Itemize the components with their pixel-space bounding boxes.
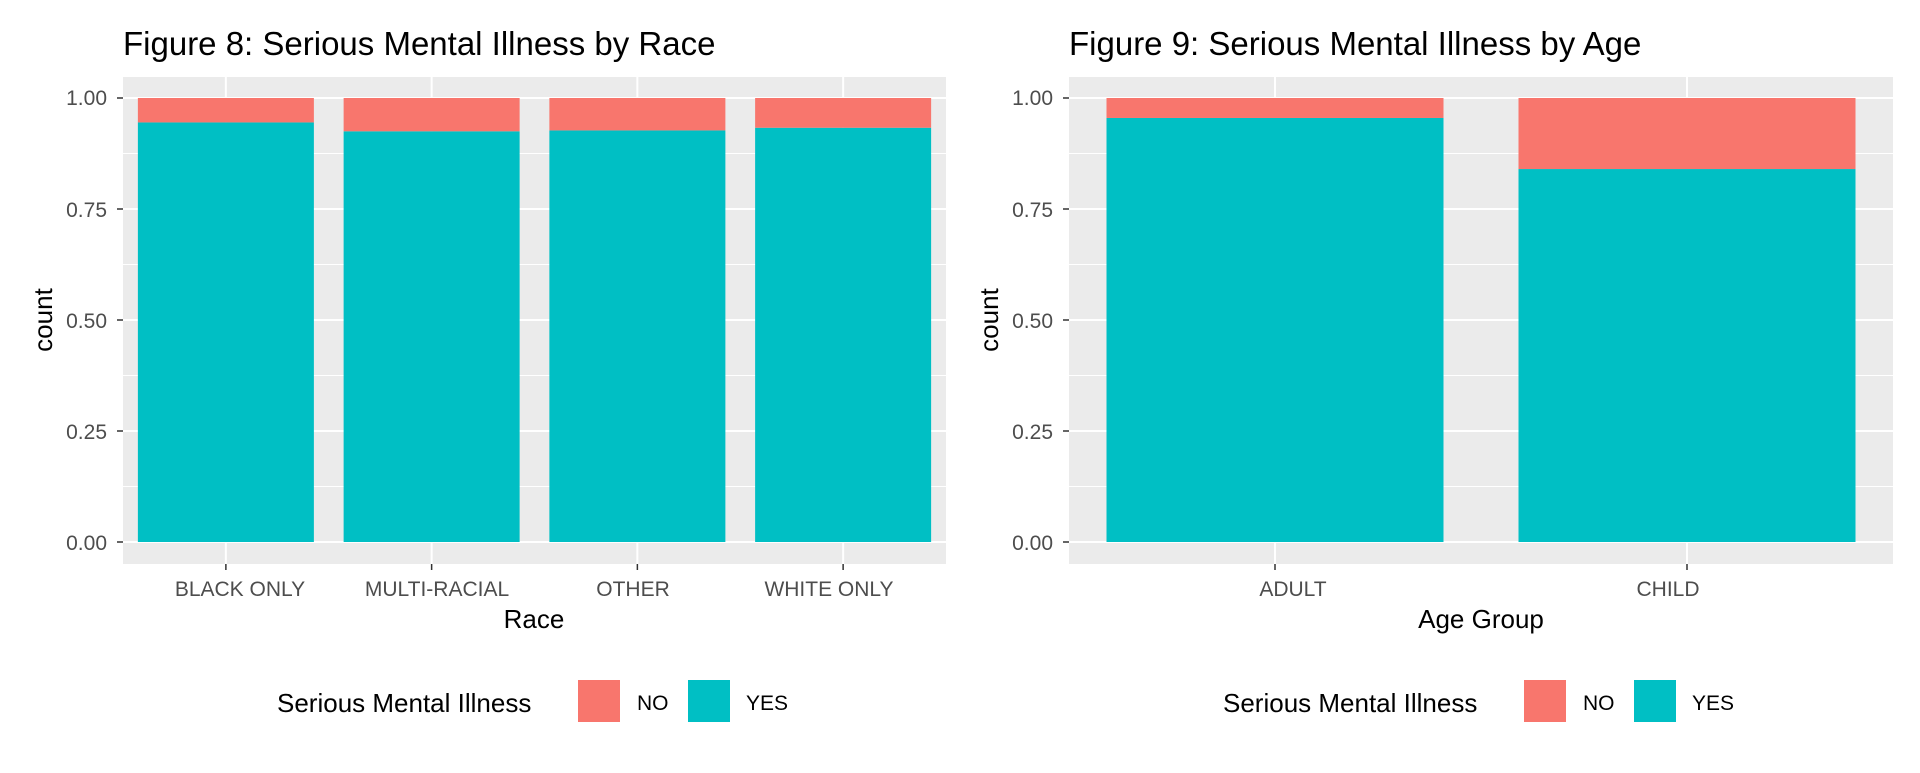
y-tick-label: 0.00 <box>66 532 107 555</box>
y-tick-label: 0.50 <box>66 310 107 333</box>
bar-segment-no <box>755 98 932 128</box>
legend-swatch-yes <box>1634 680 1676 722</box>
legend: Serious Mental Illness NO YES <box>1223 680 1734 722</box>
legend-label-yes: YES <box>1692 692 1734 715</box>
legend-swatch-no <box>1524 680 1566 722</box>
bar-segment-no <box>549 98 726 131</box>
x-tick-label: BLACK ONLY <box>175 578 305 601</box>
bar-segment-no <box>343 98 520 132</box>
y-tick-label: 0.25 <box>66 421 107 444</box>
y-tick-label: 1.00 <box>1012 87 1053 110</box>
chart-title: Figure 9: Serious Mental Illness by Age <box>1069 25 1641 62</box>
bar-segment-yes <box>755 127 932 543</box>
axes <box>117 97 844 570</box>
chart-age: Figure 9: Serious Mental Illness by Age … <box>974 25 1893 722</box>
y-tick-label: 0.75 <box>1012 199 1053 222</box>
y-tick-label: 0.25 <box>1012 421 1053 444</box>
chart-race: Figure 8: Serious Mental Illness by Race… <box>28 25 946 722</box>
x-axis-title: Age Group <box>1418 604 1544 634</box>
bar-segment-yes <box>137 122 314 543</box>
bars <box>1106 98 1856 543</box>
chart-title: Figure 8: Serious Mental Illness by Race <box>123 25 715 62</box>
legend-title: Serious Mental Illness <box>277 688 531 718</box>
x-tick-label: CHILD <box>1636 578 1699 601</box>
axes <box>1063 97 1688 570</box>
legend-label-no: NO <box>637 692 669 715</box>
y-tick-label: 1.00 <box>66 87 107 110</box>
legend-swatch-no <box>578 680 620 722</box>
legend-swatch-yes <box>688 680 730 722</box>
bar-segment-no <box>1518 98 1856 170</box>
y-axis-title: count <box>974 287 1004 351</box>
legend: Serious Mental Illness NO YES <box>277 680 788 722</box>
bars <box>137 98 932 543</box>
y-tick-label: 0.75 <box>66 199 107 222</box>
x-tick-label: OTHER <box>596 578 670 601</box>
y-tick-label: 0.00 <box>1012 532 1053 555</box>
x-tick-label: ADULT <box>1259 578 1326 601</box>
legend-label-yes: YES <box>746 692 788 715</box>
bar-segment-yes <box>1518 169 1856 543</box>
y-axis-title: count <box>28 287 58 351</box>
bar-segment-no <box>1106 98 1444 118</box>
bar-segment-yes <box>1106 117 1444 542</box>
bar-segment-yes <box>343 131 520 543</box>
x-tick-label: WHITE ONLY <box>764 578 893 601</box>
legend-label-no: NO <box>1583 692 1615 715</box>
x-tick-label: MULTI-RACIAL <box>365 578 509 601</box>
y-tick-label: 0.50 <box>1012 310 1053 333</box>
bar-segment-yes <box>549 130 726 543</box>
bar-segment-no <box>137 98 314 123</box>
x-axis-title: Race <box>504 604 565 634</box>
legend-title: Serious Mental Illness <box>1223 688 1477 718</box>
